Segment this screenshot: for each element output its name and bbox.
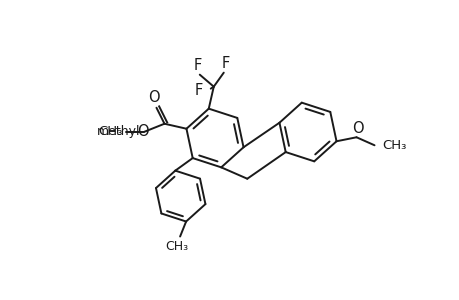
Text: F: F <box>221 56 230 71</box>
Text: O: O <box>147 90 159 105</box>
Text: F: F <box>193 58 202 73</box>
Text: O: O <box>136 124 148 139</box>
Text: CH₃: CH₃ <box>165 239 188 253</box>
Text: O: O <box>351 121 363 136</box>
Text: methyl: methyl <box>96 125 140 138</box>
Text: CH₃: CH₃ <box>382 139 406 152</box>
Text: CH₃: CH₃ <box>98 125 122 138</box>
Text: F: F <box>194 83 202 98</box>
